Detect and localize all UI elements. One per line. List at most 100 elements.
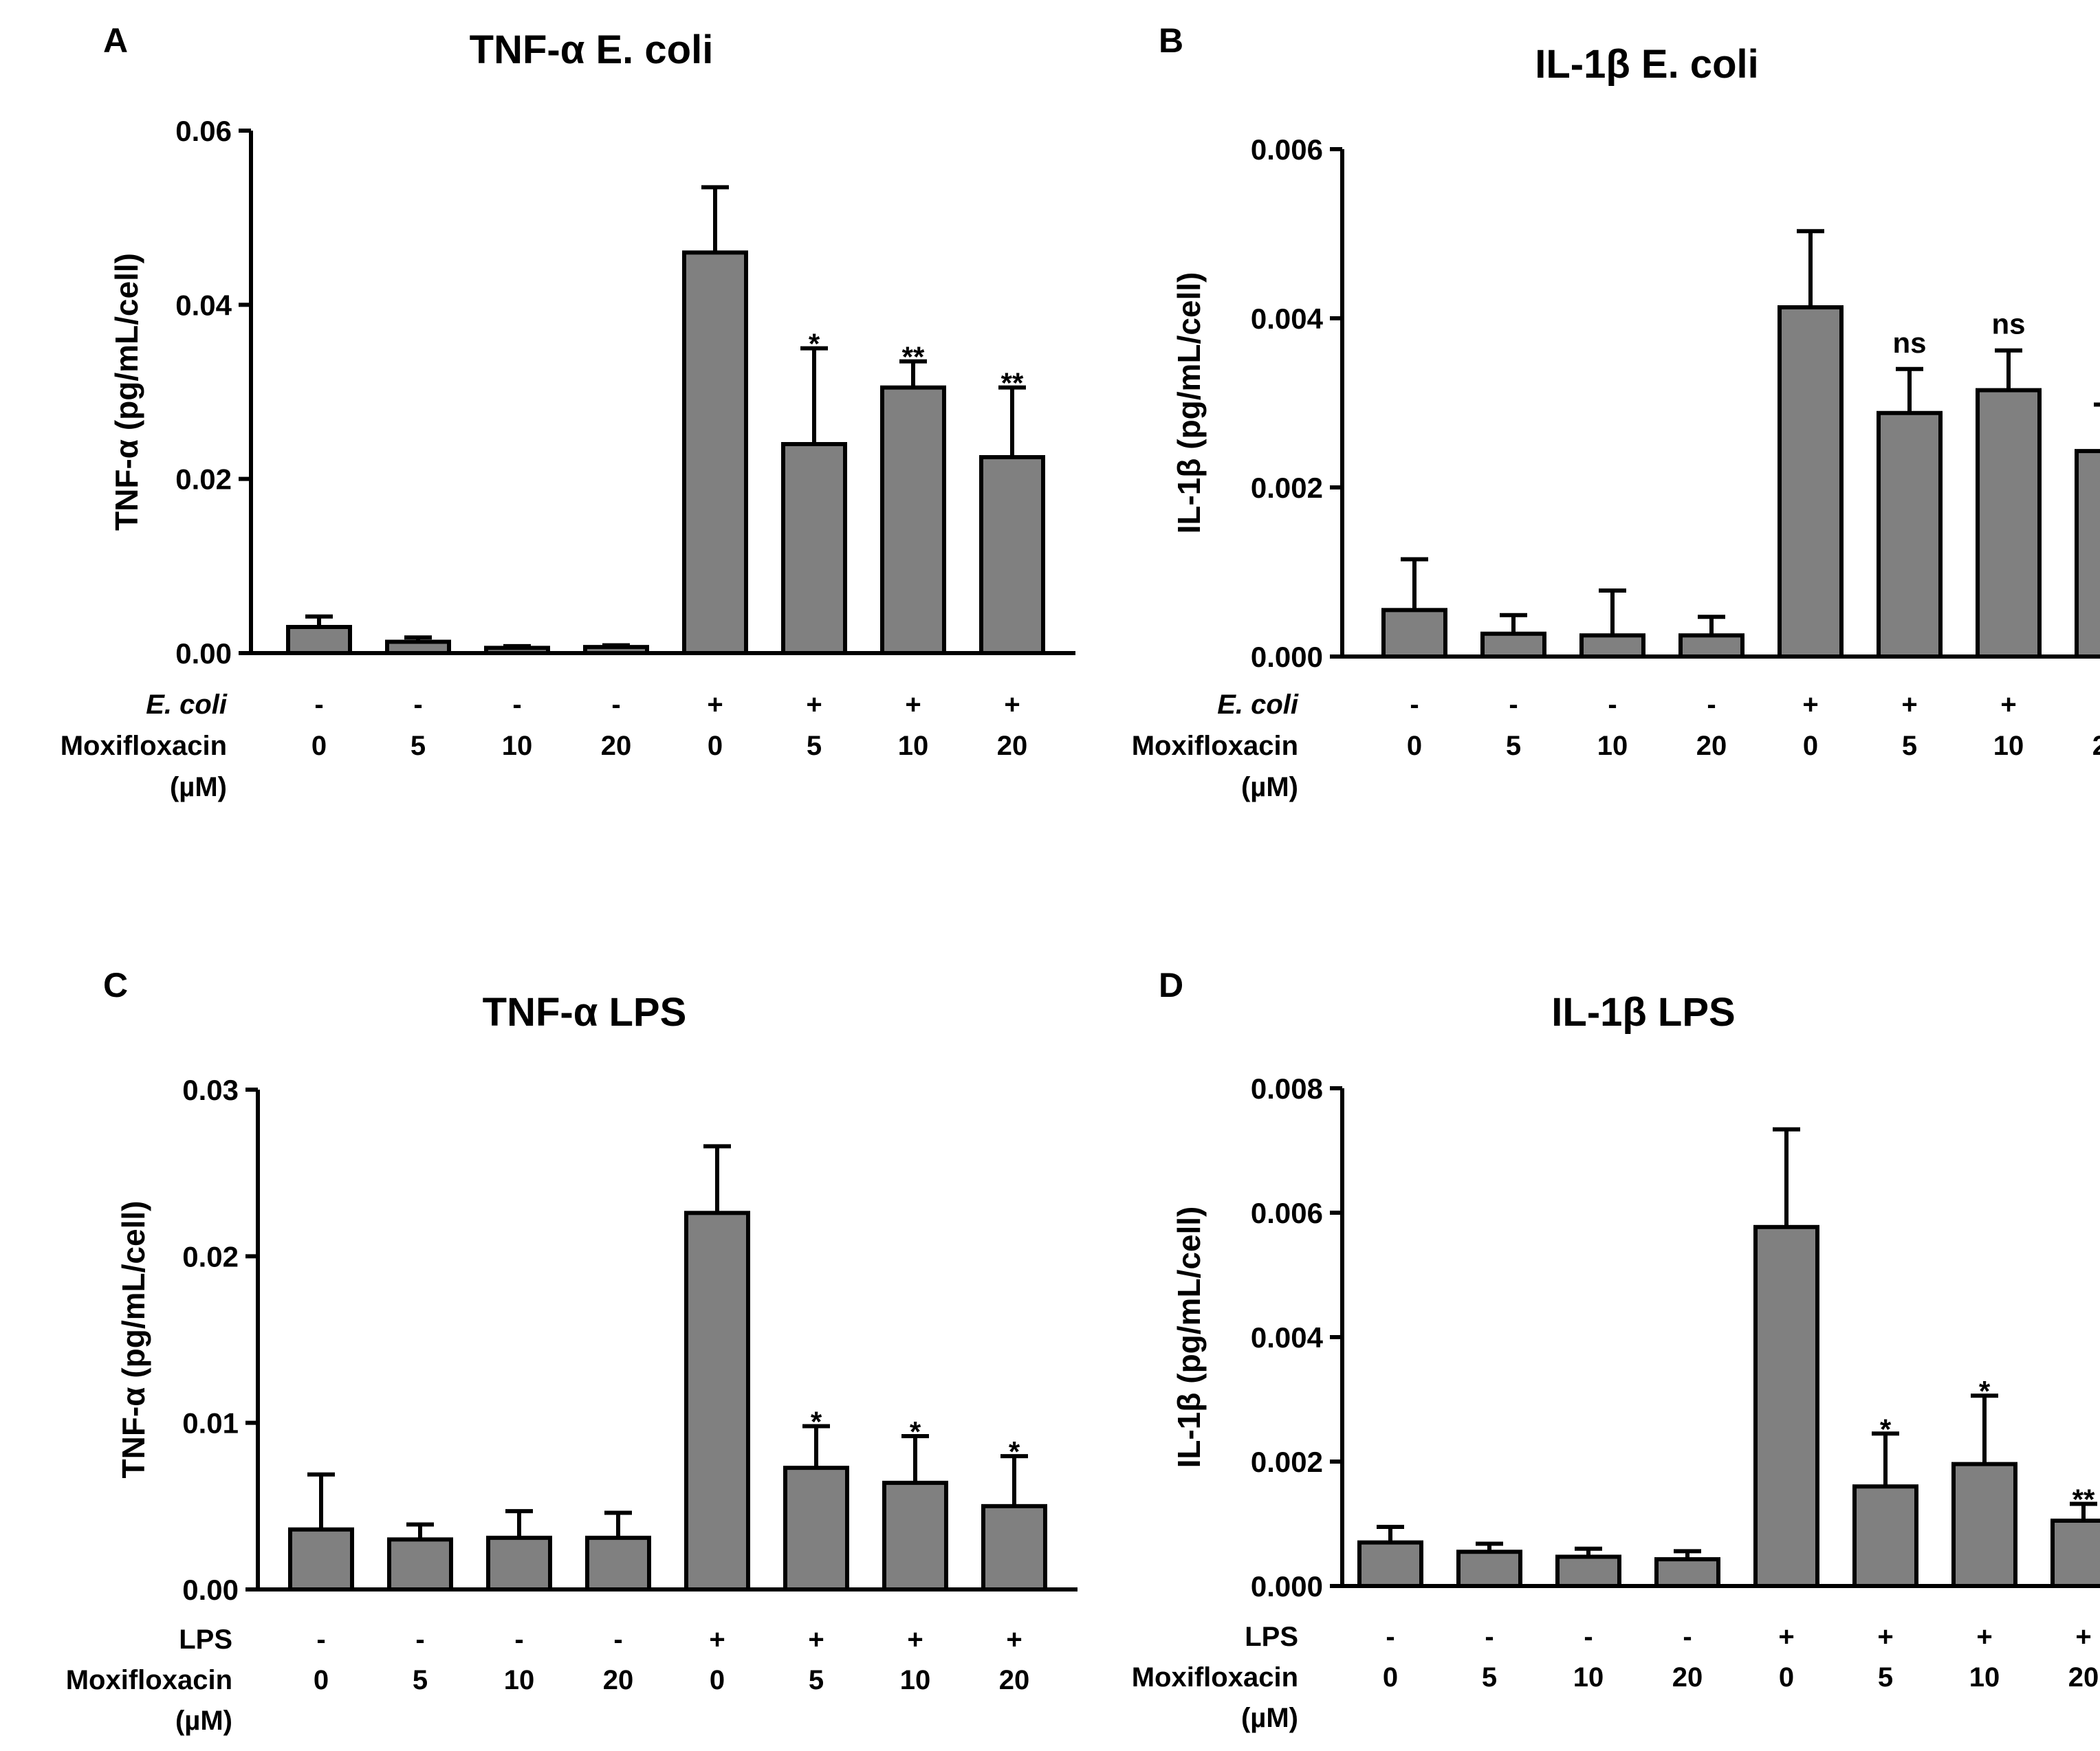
y-tick-label: 0.000 — [1251, 641, 1323, 673]
treatment-sign: - — [1485, 1622, 1494, 1652]
chart-title: IL-1β E. coli — [1535, 42, 1758, 87]
treatment-sign: + — [2000, 690, 2016, 720]
significance-label: ns — [1892, 327, 1926, 359]
y-tick-label: 0.006 — [1251, 1197, 1323, 1229]
bar — [1778, 305, 1844, 659]
bar — [880, 385, 946, 656]
row-label-treatment: E. coli — [146, 690, 228, 720]
treatment-sign: - — [512, 690, 521, 720]
panel-b: B IL-1β E. coli IL-1β (pg/mL/cell) 0.000 0.0… — [1132, 21, 2100, 802]
treatment-sign: - — [1386, 1622, 1394, 1652]
chart-title: TNF-α LPS — [483, 990, 687, 1035]
panel-a: A TNF-α E. coli TNF-α (pg/mL/cell) 0.00 0.02… — [61, 21, 1075, 802]
treatment-sign: - — [1584, 1622, 1593, 1652]
treatment-sign: + — [1976, 1622, 1992, 1652]
treatment-sign: + — [808, 1625, 824, 1655]
dose-value: 20 — [1672, 1662, 1703, 1693]
significance-label: * — [1979, 1375, 1991, 1407]
significance-label: * — [809, 328, 820, 360]
y-tick-label: 0.004 — [1251, 1321, 1324, 1354]
dose-value: 0 — [1803, 731, 1818, 761]
treatment-sign: - — [611, 690, 620, 720]
treatment-sign: + — [1901, 690, 1917, 720]
row-label-moxifloxacin: Moxifloxacin — [1132, 731, 1298, 761]
treatment-sign: + — [707, 690, 723, 720]
treatment-sign: + — [1006, 1625, 1022, 1655]
y-tick-label: 0.06 — [175, 115, 232, 147]
bar — [1678, 633, 1744, 659]
dose-value: 0 — [311, 731, 327, 761]
bar — [882, 1480, 948, 1592]
significance-label: ** — [2072, 1484, 2095, 1516]
bar — [981, 1504, 1047, 1592]
dose-value: 0 — [1779, 1662, 1794, 1693]
bar — [1456, 1550, 1522, 1589]
treatment-sign: + — [1877, 1622, 1893, 1652]
significance-label: * — [910, 1416, 921, 1448]
treatment-sign: + — [2075, 1622, 2091, 1652]
panel-letter: B — [1159, 21, 1183, 60]
dose-value: 5 — [1902, 731, 1917, 761]
treatment-sign: - — [514, 1625, 523, 1655]
dose-value: 5 — [1878, 1662, 1893, 1693]
row-label-moxifloxacin: Moxifloxacin — [1132, 1662, 1298, 1693]
bar — [1877, 410, 1943, 659]
treatment-sign: - — [316, 1625, 325, 1655]
bar — [682, 250, 748, 656]
y-tick-label: 0.03 — [182, 1074, 239, 1106]
bar — [783, 1466, 849, 1592]
dose-value: 5 — [1482, 1662, 1497, 1693]
dose-value: 10 — [1597, 731, 1628, 761]
dose-value: 0 — [710, 1665, 725, 1695]
dose-value: 20 — [601, 731, 632, 761]
dose-value: 10 — [1969, 1662, 2000, 1693]
row-label-treatment: E. coli — [1217, 690, 1299, 720]
y-axis-label: IL-1β (pg/mL/cell) — [1171, 272, 1207, 534]
treatment-sign: + — [907, 1625, 923, 1655]
bar — [684, 1211, 750, 1592]
panel-letter: C — [103, 966, 128, 1004]
bar — [1753, 1224, 1819, 1588]
bar — [1951, 1462, 2017, 1589]
dose-value: 10 — [502, 731, 533, 761]
row-label-unit: (µM) — [1241, 772, 1298, 802]
y-tick-label: 0.01 — [182, 1407, 239, 1440]
significance-label: ** — [1001, 367, 1024, 399]
dose-value: 20 — [2092, 731, 2100, 761]
treatment-sign: + — [905, 690, 921, 720]
chart-title: TNF-α E. coli — [470, 27, 714, 72]
y-axis-label: TNF-α (pg/mL/cell) — [109, 253, 144, 531]
treatment-sign: - — [415, 1625, 424, 1655]
chart-title: IL-1β LPS — [1551, 990, 1735, 1035]
bar — [583, 645, 649, 656]
bar — [781, 442, 847, 655]
row-label-moxifloxacin: Moxifloxacin — [66, 1665, 232, 1695]
significance-label: ns — [1991, 308, 2025, 340]
y-tick-label: 0.00 — [175, 637, 232, 670]
panel-letter: D — [1159, 966, 1183, 1004]
treatment-sign: + — [1004, 690, 1020, 720]
dose-value: 5 — [807, 731, 822, 761]
bar — [1480, 631, 1546, 659]
row-label-unit: (µM) — [1241, 1703, 1298, 1733]
y-tick-label: 0.002 — [1251, 1446, 1323, 1478]
bar — [1357, 1540, 1423, 1588]
bar — [288, 1527, 354, 1592]
y-tick-label: 0.04 — [175, 289, 232, 321]
y-tick-label: 0.000 — [1251, 1570, 1323, 1603]
bar — [484, 646, 550, 656]
y-tick-label: 0.00 — [182, 1574, 239, 1606]
dose-value: 20 — [2068, 1662, 2099, 1693]
y-tick-label: 0.02 — [175, 463, 232, 496]
dose-value: 5 — [1506, 731, 1521, 761]
bar — [1852, 1484, 1918, 1588]
bar — [385, 639, 451, 655]
y-axis-label: TNF-α (pg/mL/cell) — [116, 1201, 151, 1479]
treatment-sign: - — [613, 1625, 622, 1655]
dose-value: 0 — [314, 1665, 329, 1695]
row-label-unit: (µM) — [170, 772, 227, 802]
significance-label: * — [1009, 1435, 1020, 1468]
y-tick-label: 0.006 — [1251, 133, 1323, 166]
y-tick-label: 0.004 — [1251, 302, 1324, 335]
